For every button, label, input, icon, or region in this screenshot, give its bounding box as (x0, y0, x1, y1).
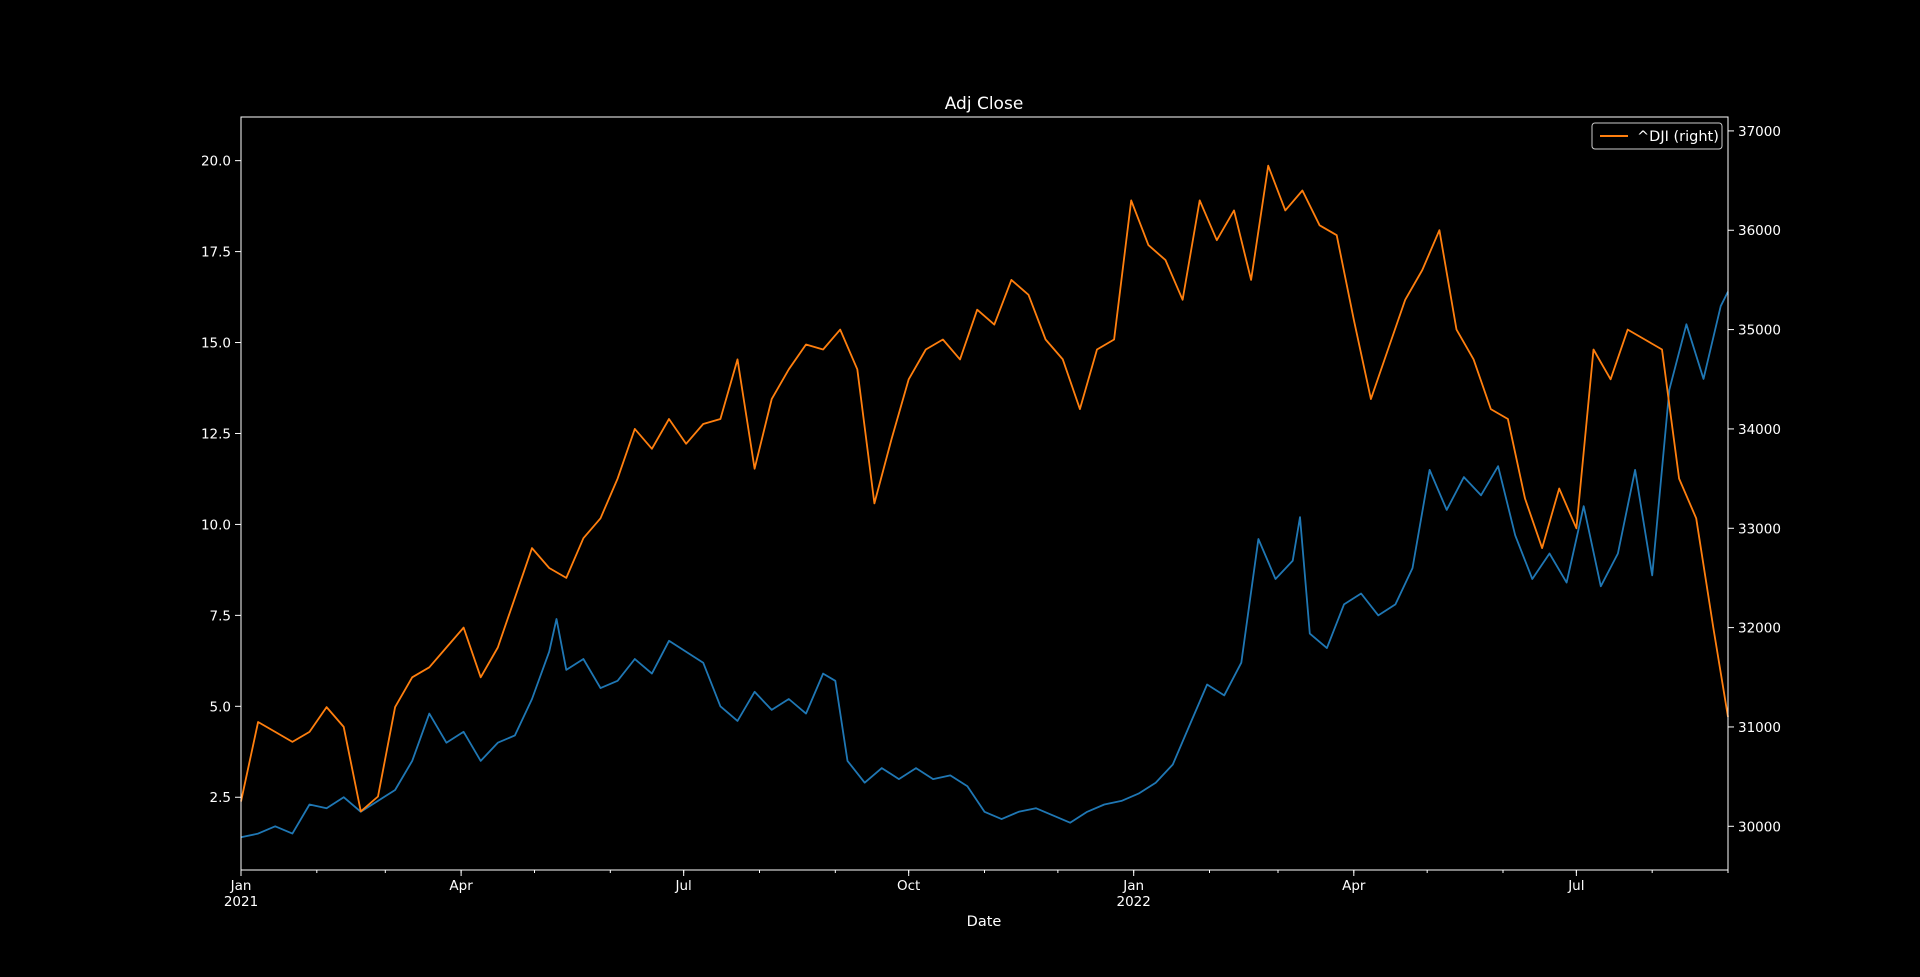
y-right-tick-label: 31000 (1738, 720, 1781, 736)
series-line-left (240, 291, 1729, 839)
x-tick-year-label: 2021 (224, 894, 258, 910)
y-left-tick-label: 20.0 (201, 154, 231, 170)
x-tick-label: Jul (1567, 878, 1584, 894)
y-left-tick-label: 5.0 (210, 699, 231, 715)
y-right-tick-label: 34000 (1738, 422, 1781, 438)
x-tick-label: Jan (230, 878, 252, 894)
y-left-tick-label: 15.0 (201, 336, 231, 352)
y-left-tick-label: 17.5 (201, 245, 231, 261)
y-right-tick-label: 33000 (1738, 521, 1781, 537)
series-line-dji (240, 164, 1729, 813)
x-tick-label: Jul (675, 878, 692, 894)
y-right-tick-label: 35000 (1738, 323, 1781, 339)
chart-title: Adj Close (945, 94, 1024, 114)
x-tick-label: Oct (897, 878, 920, 894)
y-right-tick-label: 37000 (1738, 124, 1781, 140)
y-right-tick-label: 30000 (1738, 819, 1781, 835)
y-axis-right: 30000 31000 32000 33000 34000 35000 36000 37000 (1728, 124, 1781, 835)
y-axis-left: 2.5 5.0 7.5 10.0 12.5 15.0 17.5 20.0 (201, 154, 241, 806)
legend-box (1591, 122, 1723, 150)
y-left-tick-label: 7.5 (210, 608, 231, 624)
y-right-tick-label: 36000 (1738, 223, 1781, 239)
x-tick-label: Apr (1342, 878, 1366, 894)
legend: ^DJI (right) (1591, 122, 1723, 150)
x-axis-title: Date (967, 914, 1002, 930)
x-tick-label: Jan (1122, 878, 1144, 894)
x-tick-label: Apr (449, 878, 473, 894)
y-left-tick-label: 10.0 (201, 517, 231, 533)
y-left-tick-label: 2.5 (210, 790, 231, 806)
series-layer (240, 164, 1729, 839)
x-tick-year-label: 2022 (1117, 894, 1151, 910)
y-right-tick-label: 32000 (1738, 621, 1781, 637)
y-left-tick-label: 12.5 (201, 426, 231, 442)
legend-label-dji: ^DJI (right) (1637, 129, 1719, 145)
